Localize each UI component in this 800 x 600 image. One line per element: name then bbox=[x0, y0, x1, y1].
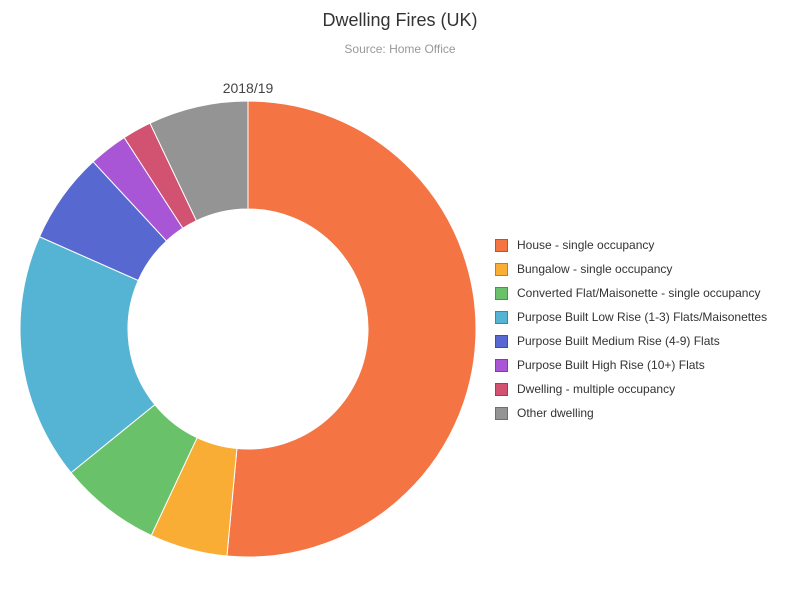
legend-swatch bbox=[495, 310, 508, 324]
donut-slice-1[interactable] bbox=[226, 100, 477, 558]
legend-item[interactable]: Bungalow - single occupancy bbox=[495, 257, 767, 281]
legend-item[interactable]: Dwelling - multiple occupancy bbox=[495, 377, 767, 401]
legend-item[interactable]: Purpose Built Low Rise (1-3) Flats/Maiso… bbox=[495, 305, 767, 329]
legend-swatch bbox=[495, 358, 508, 372]
chart-legend: House - single occupancy Bungalow - singl… bbox=[495, 233, 767, 425]
pie-series-label: 2018/19 bbox=[222, 80, 274, 96]
legend-swatch bbox=[495, 334, 508, 348]
legend-label: Other dwelling bbox=[517, 406, 594, 420]
legend-item[interactable]: Purpose Built Medium Rise (4-9) Flats bbox=[495, 329, 767, 353]
donut-slice-8[interactable] bbox=[149, 100, 249, 222]
legend-label: House - single occupancy bbox=[517, 238, 655, 252]
donut-slices bbox=[19, 100, 477, 558]
chart-title: Dwelling Fires (UK) bbox=[322, 10, 478, 30]
legend-label: Bungalow - single occupancy bbox=[517, 262, 673, 276]
legend-item[interactable]: Converted Flat/Maisonette - single occup… bbox=[495, 281, 767, 305]
chart-subtitle: Source: Home Office bbox=[344, 42, 456, 56]
legend-label: Dwelling - multiple occupancy bbox=[517, 382, 676, 396]
legend-swatch bbox=[495, 262, 508, 276]
legend-label: Purpose Built Low Rise (1-3) Flats/Maiso… bbox=[517, 310, 768, 324]
legend-swatch bbox=[495, 382, 508, 396]
legend-item[interactable]: House - single occupancy bbox=[495, 233, 767, 257]
legend-swatch bbox=[495, 238, 508, 252]
legend-swatch bbox=[495, 286, 508, 300]
donut-slice-4[interactable] bbox=[19, 236, 156, 474]
legend-item[interactable]: Other dwelling bbox=[495, 401, 767, 425]
legend-label: Purpose Built High Rise (10+) Flats bbox=[517, 358, 705, 372]
legend-item[interactable]: Purpose Built High Rise (10+) Flats bbox=[495, 353, 767, 377]
legend-label: Converted Flat/Maisonette - single occup… bbox=[517, 286, 761, 300]
legend-label: Purpose Built Medium Rise (4-9) Flats bbox=[517, 334, 720, 348]
legend-swatch bbox=[495, 406, 508, 420]
